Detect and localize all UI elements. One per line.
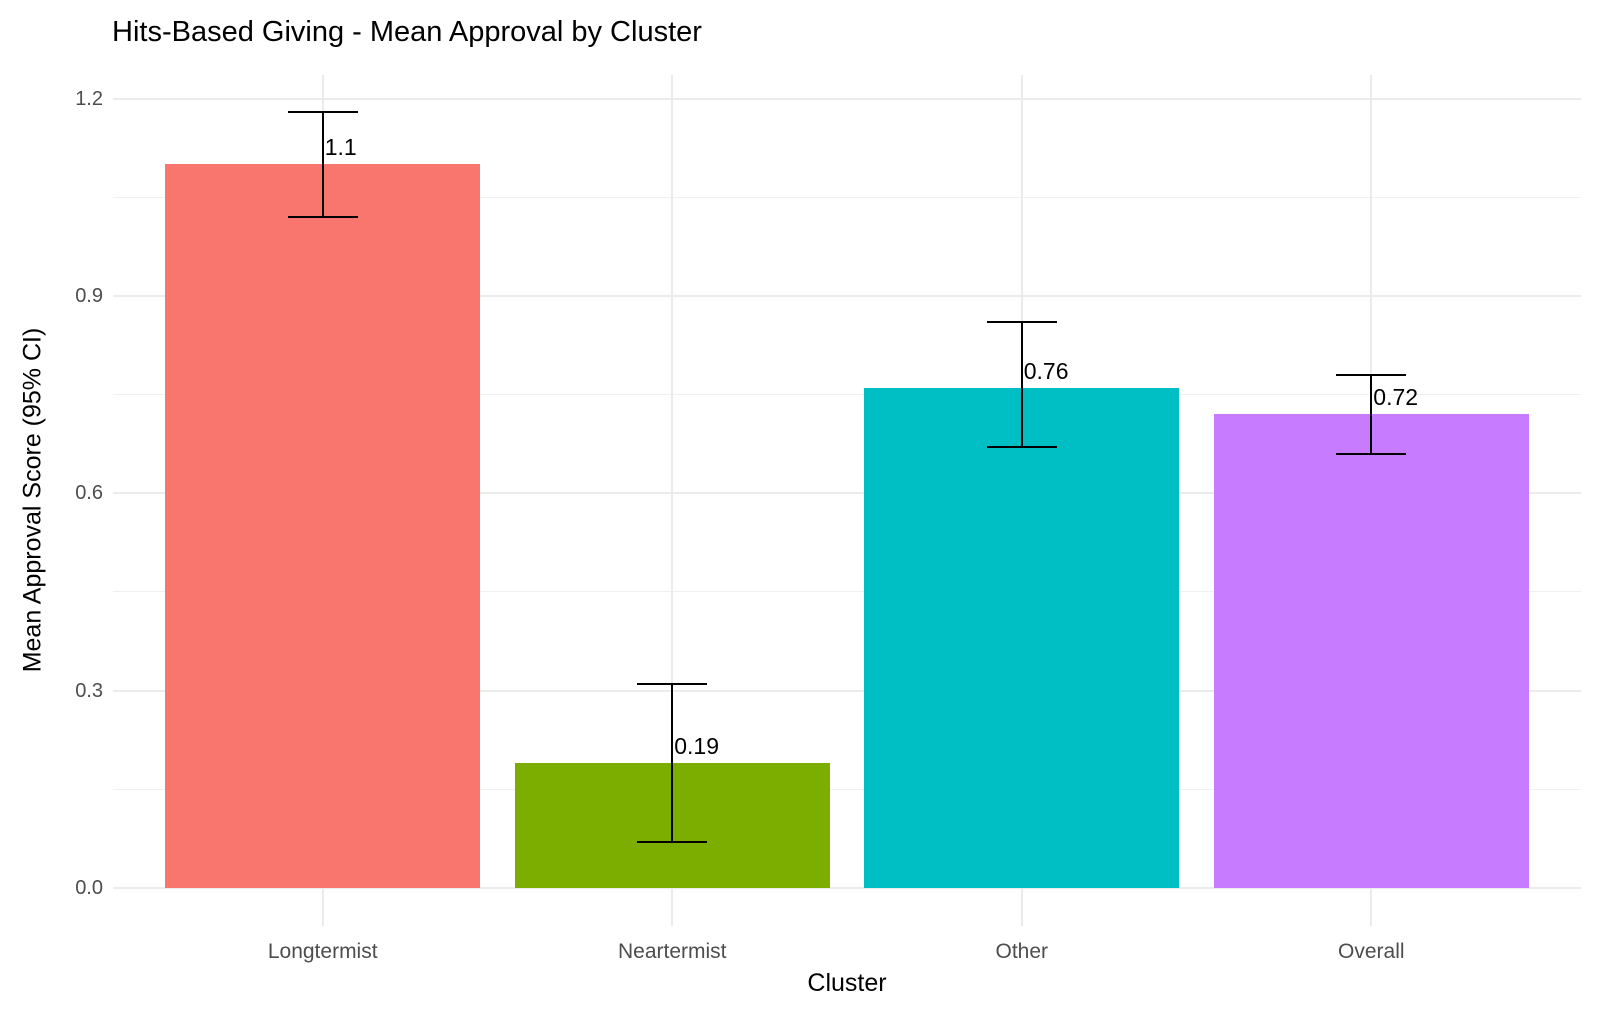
gridline-minor: [113, 196, 1581, 198]
value-label-neartermist: 0.19: [674, 732, 719, 759]
error-bar-cap-upper: [1336, 373, 1407, 376]
gridline-minor: [113, 591, 1581, 593]
gridline-minor: [113, 394, 1581, 396]
x-tick-label-longtermist: Longtermist: [267, 940, 378, 963]
y-tick-label: 0.3: [75, 679, 103, 702]
error-bar-neartermist: [671, 683, 674, 842]
gridline-major: [113, 886, 1581, 889]
error-bar-cap-upper: [637, 682, 708, 685]
chart-title: Hits-Based Giving - Mean Approval by Clu…: [112, 16, 702, 48]
x-tick-label-neartermist: Neartermist: [617, 940, 727, 963]
value-label-other: 0.76: [1023, 358, 1069, 385]
y-tick-label: 1.2: [75, 87, 103, 110]
gridline-major: [113, 492, 1581, 495]
x-axis-title: Cluster: [807, 969, 887, 997]
error-bar-cap-upper: [986, 321, 1057, 324]
gridline-major: [113, 689, 1581, 692]
bar-other: [864, 388, 1180, 888]
error-bar-cap-lower: [986, 446, 1057, 449]
error-bar-overall: [1370, 374, 1373, 454]
error-bar-cap-lower: [637, 840, 708, 843]
gridline-vertical: [671, 75, 674, 926]
error-bar-longtermist: [321, 111, 324, 218]
y-tick-label: 0.0: [75, 876, 103, 899]
y-tick-label: 0.6: [75, 482, 103, 505]
x-tick-label-overall: Overall: [1338, 940, 1405, 963]
bar-longtermist: [165, 164, 480, 888]
bar-overall: [1214, 414, 1529, 888]
x-tick-label-other: Other: [995, 940, 1049, 963]
error-bar-cap-lower: [1336, 452, 1407, 455]
gridline-major: [113, 294, 1581, 297]
error-bar-other: [1020, 322, 1023, 448]
gridline-minor: [113, 788, 1581, 790]
y-tick-label: 0.9: [75, 284, 103, 307]
error-bar-cap-lower: [287, 216, 358, 219]
gridline-major: [113, 97, 1581, 100]
value-label-overall: 0.72: [1373, 384, 1419, 411]
error-bar-cap-upper: [287, 110, 358, 113]
value-label-longtermist: 1.1: [324, 134, 357, 161]
